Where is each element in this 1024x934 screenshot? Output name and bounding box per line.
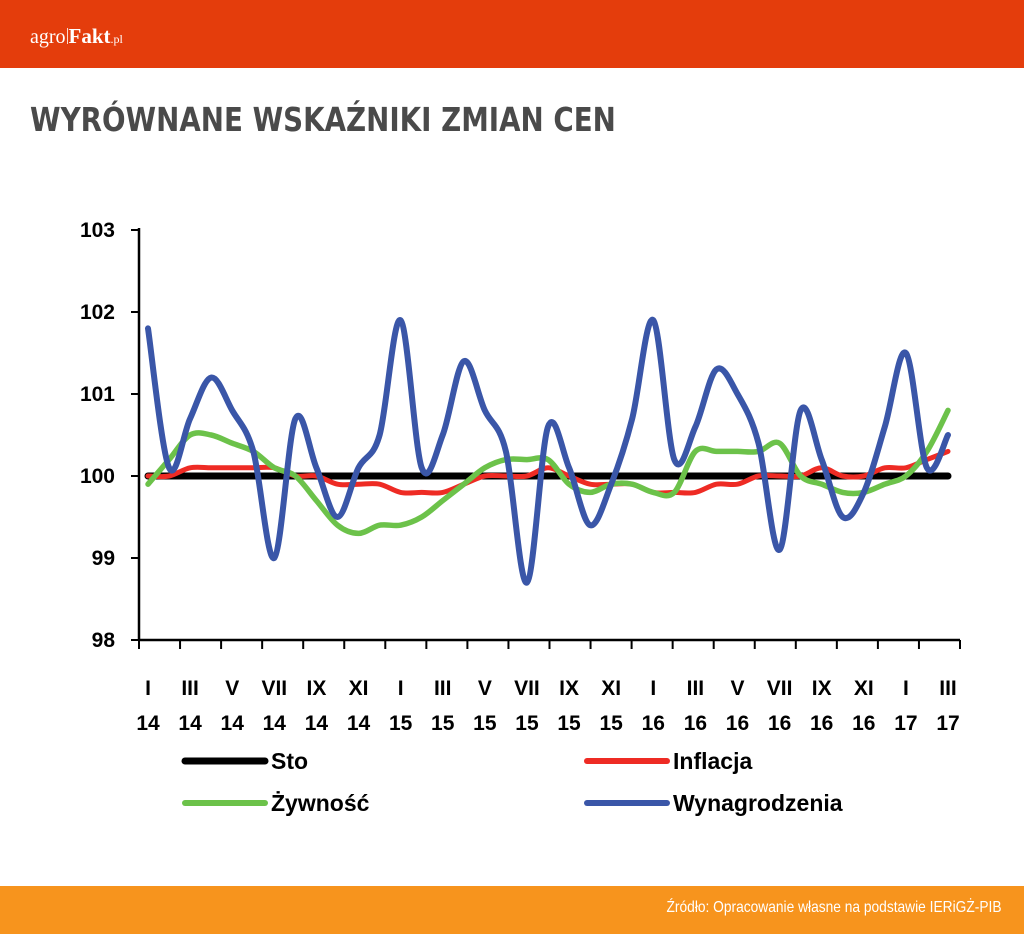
x-tick-label-month: XI [601, 677, 621, 700]
x-tick-label-year: 15 [431, 712, 455, 735]
brand-logo[interactable]: agro Fakt.pl [30, 24, 123, 49]
x-tick-label-year: 16 [768, 712, 791, 735]
x-tick-label-year: 15 [473, 712, 497, 735]
page-title: WYRÓWNANE WSKAŹNIKI ZMIAN CEN [30, 100, 616, 139]
x-tick-label-year: 14 [305, 712, 329, 735]
y-tick-label: 98 [92, 629, 116, 652]
x-tick-label-year: 14 [178, 712, 202, 735]
x-tick-label-month: III [687, 677, 705, 700]
legend-label-wynagrodzenia: Wynagrodzenia [673, 790, 843, 816]
x-tick-label-year: 16 [684, 712, 707, 735]
source-note: Źródło: Opracowanie własne na podstawie … [667, 899, 1002, 916]
x-tick-label-year: 14 [263, 712, 287, 735]
series-line-wynagrodzenia [145, 317, 951, 586]
x-tick-label-year: 16 [852, 712, 875, 735]
logo-part-agro: agro [30, 26, 66, 48]
x-tick-label-year: 17 [936, 712, 959, 735]
x-tick-label-month: I [145, 677, 151, 700]
legend-label-inflacja: Inflacja [673, 748, 752, 774]
chart-container: 98 99 100 101 102 103 I 14 III 14 V 14 VII 14 IX 14 XI 1… [0, 160, 1024, 880]
x-tick-label-year: 15 [389, 712, 413, 735]
footer-bar: Źródło: Opracowanie własne na podstawie … [0, 886, 1024, 934]
x-tick-label-month: I [650, 677, 656, 700]
logo-part-fakt: Fakt [68, 24, 111, 48]
x-tick-label-month: XI [854, 677, 874, 700]
series-line-zywnosc [145, 407, 951, 537]
x-tick-label-month: V [225, 677, 239, 700]
x-tick-label-month: XI [349, 677, 369, 700]
x-tick-label-month: V [478, 677, 492, 700]
logo-part-domain: .pl [110, 32, 123, 46]
x-tick-label-month: III [181, 677, 199, 700]
legend-label-sto: Sto [271, 748, 308, 774]
x-tick-label-month: IX [559, 677, 579, 700]
x-tick-label-year: 15 [557, 712, 581, 735]
logo-separator [66, 28, 68, 44]
x-tick-label-month: VII [514, 677, 540, 700]
x-tick-label-year: 15 [515, 712, 539, 735]
x-tick-label-month: IX [306, 677, 326, 700]
x-tick-label-year: 17 [894, 712, 917, 735]
x-tick-label-year: 14 [221, 712, 245, 735]
chart-series [144, 317, 952, 586]
x-tick-label-month: I [903, 677, 909, 700]
x-tick-label-month: VII [261, 677, 287, 700]
y-axis-tick-labels: 98 99 100 101 102 103 [80, 219, 115, 652]
x-tick-label-year: 14 [347, 712, 371, 735]
y-tick-label: 102 [80, 301, 115, 324]
y-tick-label: 100 [80, 465, 115, 488]
x-tick-label-month: VII [767, 677, 793, 700]
y-tick-label: 103 [80, 219, 115, 242]
x-tick-label-month: IX [812, 677, 832, 700]
legend-label-zywnosc: Żywność [271, 790, 370, 816]
x-tick-label-month: III [939, 677, 957, 700]
x-tick-label-month: III [434, 677, 452, 700]
x-tick-label-year: 16 [642, 712, 665, 735]
x-tick-label-month: I [398, 677, 404, 700]
x-tick-label-year: 16 [810, 712, 833, 735]
chart-legend: Sto Inflacja Żywność Wynagrodzenia [181, 748, 843, 816]
x-tick-label-year: 16 [726, 712, 749, 735]
x-tick-label-year: 15 [599, 712, 623, 735]
y-tick-label: 101 [80, 383, 115, 406]
x-axis-tick-labels: I14III14V14VII14IX14XI14I15III15V15VII15… [136, 677, 959, 735]
top-banner: agro Fakt.pl [0, 0, 1024, 68]
x-tick-label-year: 14 [136, 712, 160, 735]
chart-axes [131, 228, 961, 649]
y-tick-label: 99 [92, 547, 115, 570]
x-tick-label-month: V [730, 677, 744, 700]
